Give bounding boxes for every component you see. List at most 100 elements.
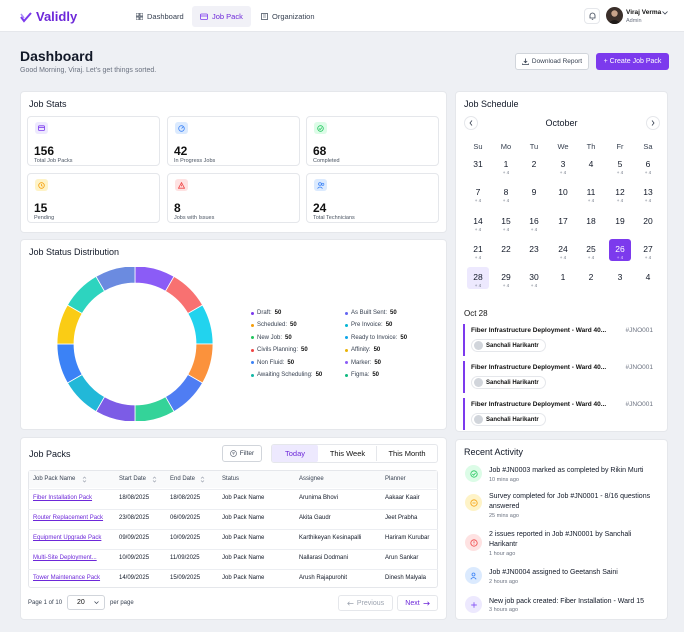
notifications-button[interactable] bbox=[584, 8, 600, 24]
legend-value: 50 bbox=[274, 310, 282, 316]
calendar-day[interactable]: 9 bbox=[523, 182, 545, 204]
prev-month-button[interactable] bbox=[464, 116, 478, 130]
download-report-button[interactable]: Download Report bbox=[515, 53, 589, 70]
calendar-day[interactable]: 4 bbox=[580, 154, 602, 176]
schedule-event[interactable]: Fiber Infrastructure Deployment - Ward 4… bbox=[463, 361, 656, 393]
calendar-day[interactable]: 13 + 4 bbox=[637, 182, 659, 204]
calendar-day[interactable]: 1 bbox=[552, 267, 574, 289]
next-month-button[interactable] bbox=[646, 116, 660, 130]
job-pack-link[interactable]: Tower Maintenance Pack bbox=[33, 575, 101, 581]
assignee-chip[interactable]: Sanchali Harikantr bbox=[471, 413, 546, 426]
calendar-day[interactable]: 17 bbox=[552, 211, 574, 233]
previous-page-button[interactable]: Previous bbox=[338, 595, 393, 611]
col-assignee[interactable]: Assignee bbox=[299, 476, 324, 482]
calendar-day[interactable]: 26 + 4 bbox=[609, 238, 631, 261]
nav-organization[interactable]: Organization bbox=[253, 6, 323, 27]
table-cell: Arun Sankar bbox=[385, 555, 419, 561]
app-logo[interactable]: Validly bbox=[20, 9, 77, 24]
schedule-event[interactable]: Fiber Infrastructure Deployment - Ward 4… bbox=[463, 398, 656, 430]
nav-dashboard[interactable]: Dashboard bbox=[128, 6, 192, 27]
calendar-day[interactable]: 24 + 4 bbox=[552, 239, 574, 261]
legend-label: Scheduled: bbox=[257, 322, 288, 329]
calendar-day-number: 26 bbox=[615, 243, 625, 254]
calendar-day[interactable]: 14 + 4 bbox=[467, 211, 489, 233]
user-name[interactable]: Viraj Verma bbox=[626, 9, 662, 16]
calendar-day[interactable]: 1 + 4 bbox=[495, 154, 517, 176]
calendar-day[interactable]: 19 bbox=[609, 211, 631, 233]
stat-pending[interactable]: 15 Pending bbox=[27, 173, 160, 223]
job-pack-link[interactable]: Router Replacement Pack bbox=[33, 515, 104, 521]
calendar-day[interactable]: 8 + 4 bbox=[495, 182, 517, 204]
schedule-date-heading: Oct 28 bbox=[464, 309, 488, 318]
calendar-day[interactable]: 15 + 4 bbox=[495, 211, 517, 233]
user-avatar[interactable] bbox=[606, 7, 623, 24]
row-divider bbox=[28, 549, 438, 550]
nav-job-pack[interactable]: Job Pack bbox=[192, 6, 251, 27]
calendar-day[interactable]: 11 + 4 bbox=[580, 182, 602, 204]
calendar-day[interactable]: 31 bbox=[467, 154, 489, 176]
calendar-day[interactable]: 7 + 4 bbox=[467, 182, 489, 204]
calendar-day[interactable]: 25 + 4 bbox=[580, 239, 602, 261]
legend-value: 50 bbox=[287, 359, 295, 366]
tab-this-month[interactable]: This Month bbox=[388, 449, 426, 458]
stat-total-technicians[interactable]: 24 Total Technicians bbox=[306, 173, 439, 223]
calendar-day[interactable]: 18 bbox=[580, 211, 602, 233]
col-end-date[interactable]: End Date bbox=[170, 476, 196, 482]
nav-job-pack-label: Job Pack bbox=[212, 12, 243, 21]
assignee-chip[interactable]: Sanchali Harikantr bbox=[471, 339, 546, 352]
stat-completed[interactable]: 68 Completed bbox=[306, 116, 439, 166]
avatar bbox=[474, 378, 483, 387]
stat-total-job-packs[interactable]: 156 Total Job Packs bbox=[27, 116, 160, 166]
calendar-day[interactable]: 29 + 4 bbox=[495, 267, 517, 289]
legend-item: Draft: 50 bbox=[251, 310, 281, 316]
calendar-day-more: + 4 bbox=[474, 226, 482, 232]
job-pack-link[interactable]: Multi-Site Deployment... bbox=[33, 555, 97, 561]
job-pack-link[interactable]: Equipment Upgrade Pack bbox=[33, 535, 102, 541]
legend-label: Non Fluid: bbox=[257, 359, 285, 366]
calendar-day[interactable]: 4 bbox=[637, 267, 659, 289]
stat-in-progress-jobs[interactable]: 42 In Progress Jobs bbox=[167, 116, 300, 166]
calendar-day[interactable]: 3 bbox=[609, 267, 631, 289]
calendar-day[interactable]: 27 + 4 bbox=[637, 239, 659, 261]
table-cell: Job Pack Name bbox=[222, 515, 265, 521]
sort-icon[interactable] bbox=[82, 476, 87, 483]
filter-button[interactable]: Filter bbox=[222, 445, 262, 462]
calendar-day[interactable]: 20 bbox=[637, 211, 659, 233]
tab-today[interactable]: Today bbox=[272, 445, 318, 462]
donut-slice-figma[interactable] bbox=[95, 267, 136, 292]
tab-this-week[interactable]: This Week bbox=[329, 449, 366, 458]
chevron-down-icon[interactable] bbox=[662, 11, 668, 15]
calendar-day[interactable]: 22 bbox=[495, 239, 517, 261]
legend-item: New Job: 50 bbox=[251, 335, 292, 341]
calendar-day[interactable]: 28 + 4 bbox=[467, 267, 489, 290]
col-start-date[interactable]: Start Date bbox=[119, 476, 147, 482]
calendar-day[interactable]: 23 bbox=[523, 239, 545, 261]
create-job-pack-button[interactable]: + Create Job Pack bbox=[596, 53, 669, 70]
legend-value: 50 bbox=[285, 334, 292, 341]
calendar-day[interactable]: 3 + 4 bbox=[552, 154, 574, 176]
previous-label: Previous bbox=[356, 599, 385, 607]
next-page-button[interactable]: Next bbox=[397, 595, 438, 611]
sort-icon[interactable] bbox=[200, 476, 205, 483]
assignee-chip[interactable]: Sanchali Harikantr bbox=[471, 376, 546, 389]
col-planner[interactable]: Planner bbox=[385, 476, 406, 482]
calendar-day[interactable]: 6 + 4 bbox=[637, 154, 659, 176]
col-job-pack-name[interactable]: Job Pack Name bbox=[33, 476, 76, 482]
calendar-day[interactable]: 2 bbox=[580, 267, 602, 289]
stat-jobs-with-issues[interactable]: 8 Jobs with Issues bbox=[167, 173, 300, 223]
table-cell: Dinesh Malyala bbox=[385, 575, 427, 581]
per-page-select[interactable]: 20 bbox=[67, 595, 105, 610]
sort-icon[interactable] bbox=[152, 476, 157, 483]
calendar-day[interactable]: 5 + 4 bbox=[609, 154, 631, 176]
calendar-day[interactable]: 16 + 4 bbox=[523, 211, 545, 233]
legend-value: 50 bbox=[372, 372, 380, 378]
calendar-day[interactable]: 10 bbox=[552, 182, 574, 204]
col-status[interactable]: Status bbox=[222, 476, 240, 482]
calendar-day[interactable]: 21 + 4 bbox=[467, 239, 489, 261]
calendar-day[interactable]: 12 + 4 bbox=[609, 182, 631, 204]
calendar-day-number: 16 bbox=[529, 215, 539, 226]
calendar-day[interactable]: 2 bbox=[523, 154, 545, 176]
schedule-event[interactable]: Fiber Infrastructure Deployment - Ward 4… bbox=[463, 324, 656, 356]
calendar-day[interactable]: 30 + 4 bbox=[523, 267, 545, 289]
job-pack-link[interactable]: Fiber Installation Pack bbox=[33, 495, 93, 501]
